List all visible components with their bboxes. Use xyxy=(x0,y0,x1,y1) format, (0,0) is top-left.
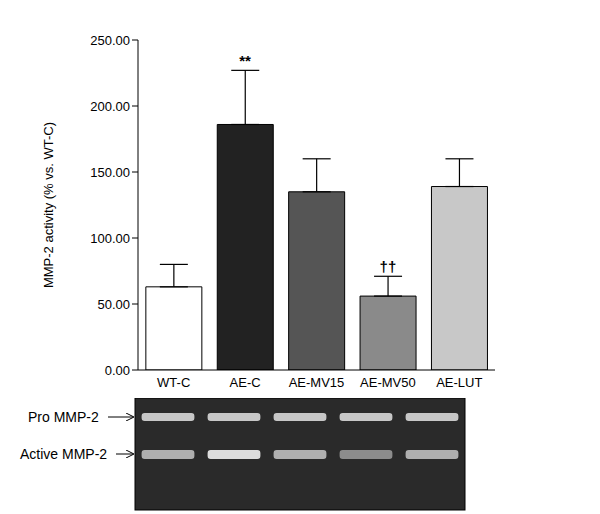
svg-text:0.00: 0.00 xyxy=(105,363,130,378)
svg-text:AE-LUT: AE-LUT xyxy=(436,375,482,390)
svg-text:AE-MV50: AE-MV50 xyxy=(360,375,416,390)
svg-text:**: ** xyxy=(239,52,251,69)
svg-text:50.00: 50.00 xyxy=(97,297,130,312)
svg-text:Active MMP-2: Active MMP-2 xyxy=(20,446,107,462)
svg-text:150.00: 150.00 xyxy=(90,165,130,180)
svg-text:Pro MMP-2: Pro MMP-2 xyxy=(28,409,99,425)
svg-text:200.00: 200.00 xyxy=(90,99,130,114)
svg-text:AE-MV15: AE-MV15 xyxy=(289,375,345,390)
svg-text:MMP-2 activity (% vs. WT-C): MMP-2 activity (% vs. WT-C) xyxy=(41,122,56,288)
svg-text:††: †† xyxy=(380,258,397,275)
svg-text:AE-C: AE-C xyxy=(230,375,261,390)
svg-text:WT-C: WT-C xyxy=(157,375,190,390)
svg-text:250.00: 250.00 xyxy=(90,33,130,48)
svg-text:100.00: 100.00 xyxy=(90,231,130,246)
